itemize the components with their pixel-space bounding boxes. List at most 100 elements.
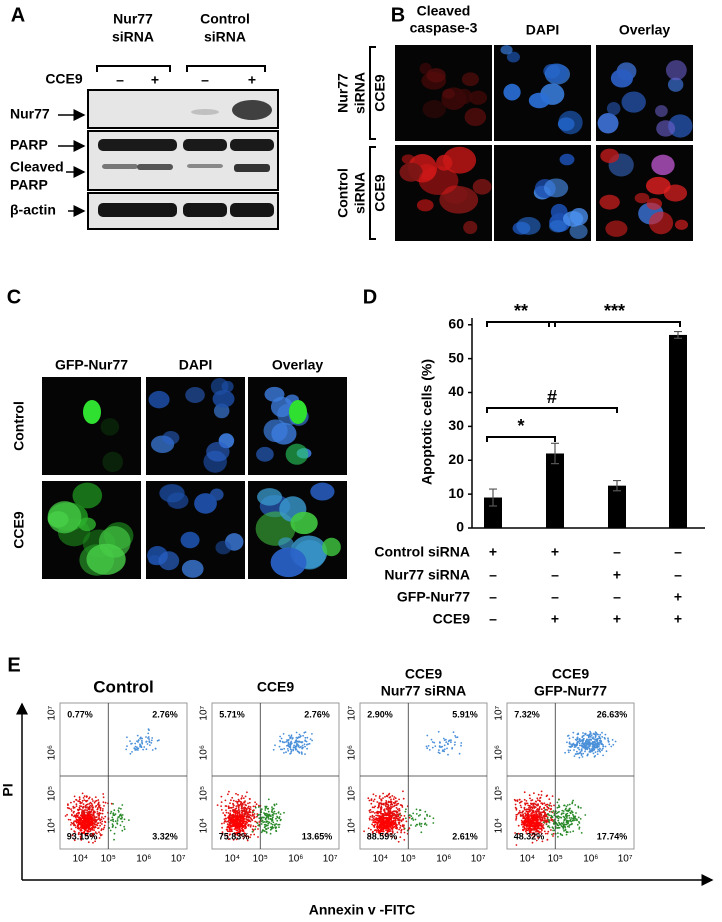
event-dot — [112, 825, 114, 827]
event-dot — [242, 809, 244, 811]
event-dot — [397, 808, 399, 810]
event-dot — [141, 740, 143, 742]
event-dot — [526, 820, 528, 822]
event-dot — [399, 836, 401, 838]
event-dot — [121, 821, 123, 823]
event-dot — [252, 828, 254, 830]
event-dot — [217, 804, 219, 806]
event-dot — [580, 807, 582, 809]
event-dot — [121, 830, 123, 832]
event-dot — [251, 819, 253, 821]
event-dot — [227, 793, 229, 795]
plot-title: CCE9 — [257, 679, 295, 695]
event-dot — [270, 823, 272, 825]
significance-label: *** — [604, 301, 625, 321]
event-dot — [582, 753, 584, 755]
event-dot — [250, 824, 252, 826]
event-dot — [528, 816, 530, 818]
event-dot — [264, 806, 266, 808]
event-dot — [89, 822, 91, 824]
column-label: DAPI — [526, 22, 559, 38]
event-dot — [71, 810, 73, 812]
event-dot — [566, 834, 568, 836]
event-dot — [579, 757, 581, 759]
event-dot — [566, 741, 568, 743]
event-dot — [377, 820, 379, 822]
event-dot — [117, 823, 119, 825]
event-dot — [597, 751, 599, 753]
row-label: PARP — [10, 177, 48, 193]
event-dot — [70, 824, 72, 826]
event-dot — [247, 816, 249, 818]
event-dot — [574, 746, 576, 748]
event-dot — [225, 800, 227, 802]
cell — [149, 391, 170, 408]
event-dot — [237, 813, 239, 815]
event-dot — [572, 737, 574, 739]
event-dot — [390, 799, 392, 801]
event-dot — [553, 822, 555, 824]
event-dot — [91, 809, 93, 811]
event-dot — [569, 808, 571, 810]
event-dot — [373, 816, 375, 818]
event-dot — [399, 820, 401, 822]
event-dot — [85, 824, 87, 826]
event-dot — [100, 822, 102, 824]
event-dot — [429, 749, 431, 751]
event-dot — [276, 820, 278, 822]
event-dot — [90, 802, 92, 804]
event-dot — [269, 815, 271, 817]
event-dot — [247, 803, 249, 805]
event-dot — [530, 815, 532, 817]
event-dot — [540, 802, 542, 804]
event-dot — [516, 844, 518, 846]
x-tick-label: 10⁶ — [288, 854, 303, 865]
event-dot — [387, 806, 389, 808]
event-dot — [271, 806, 273, 808]
event-dot — [89, 809, 91, 811]
event-dot — [590, 739, 592, 741]
quadrant-percent: 93.15% — [67, 831, 98, 841]
event-dot — [224, 820, 226, 822]
event-dot — [568, 815, 570, 817]
event-dot — [547, 839, 549, 841]
event-dot — [380, 826, 382, 828]
event-dot — [246, 791, 248, 793]
event-dot — [577, 824, 579, 826]
event-dot — [591, 751, 593, 753]
cell — [271, 548, 307, 578]
event-dot — [261, 831, 263, 833]
event-dot — [99, 804, 101, 806]
event-dot — [369, 818, 371, 820]
event-dot — [584, 733, 586, 735]
event-dot — [123, 826, 125, 828]
event-dot — [557, 824, 559, 826]
event-dot — [383, 818, 385, 820]
x-tick-label: 10⁴ — [520, 854, 535, 865]
event-dot — [240, 815, 242, 817]
event-dot — [524, 821, 526, 823]
lane-sign: + — [248, 72, 256, 88]
event-dot — [605, 746, 607, 748]
event-dot — [450, 741, 452, 743]
event-dot — [274, 811, 276, 813]
event-dot — [570, 817, 572, 819]
event-dot — [244, 816, 246, 818]
event-dot — [533, 792, 535, 794]
event-dot — [309, 743, 311, 745]
event-dot — [270, 829, 272, 831]
event-dot — [548, 798, 550, 800]
event-dot — [543, 821, 545, 823]
cell — [560, 154, 575, 165]
event-dot — [102, 813, 104, 815]
event-dot — [267, 825, 269, 827]
event-dot — [120, 814, 122, 816]
event-dot — [97, 811, 99, 813]
cell — [675, 220, 688, 230]
event-dot — [149, 741, 151, 743]
event-dot — [104, 821, 106, 823]
event-dot — [117, 818, 119, 820]
event-dot — [536, 809, 538, 811]
event-dot — [226, 812, 228, 814]
event-dot — [550, 808, 552, 810]
